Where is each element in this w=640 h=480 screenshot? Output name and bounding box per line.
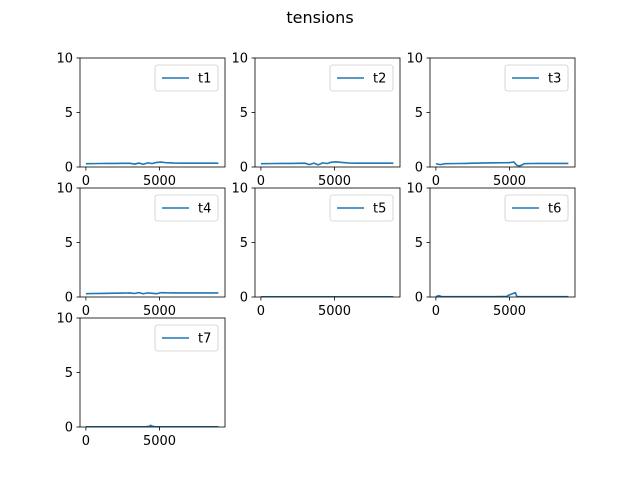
y-tick-label: 0 bbox=[415, 161, 423, 176]
legend: t4 bbox=[154, 194, 219, 222]
x-tick-label: 5000 bbox=[493, 174, 526, 189]
x-tick-label: 0 bbox=[82, 174, 90, 189]
x-tick-label: 5000 bbox=[493, 304, 526, 319]
y-tick-label: 0 bbox=[65, 421, 73, 436]
subplot-t5: 0 5 10 0 5000 t5 bbox=[231, 182, 401, 319]
y-tick-label: 0 bbox=[240, 291, 248, 306]
y-tick-label: 0 bbox=[415, 291, 423, 306]
x-tick-label: 5000 bbox=[318, 174, 351, 189]
x-tick-label: 5000 bbox=[318, 304, 351, 319]
legend: t6 bbox=[504, 194, 569, 222]
y-tick-label: 0 bbox=[65, 161, 73, 176]
y-tick-label: 10 bbox=[56, 312, 73, 327]
subplot-t6: 0 5 10 0 5000 t6 bbox=[406, 182, 576, 319]
x-tick-label: 0 bbox=[432, 304, 440, 319]
y-tick-label: 5 bbox=[415, 236, 423, 251]
x-tick-label: 5000 bbox=[143, 434, 176, 449]
series-line-t1 bbox=[85, 161, 219, 166]
series-line-t4 bbox=[85, 291, 219, 295]
x-tick-label: 0 bbox=[257, 304, 265, 319]
y-tick-label: 5 bbox=[65, 366, 73, 381]
y-tick-label: 5 bbox=[240, 236, 248, 251]
x-tick-label: 0 bbox=[82, 304, 90, 319]
x-tick-label: 5000 bbox=[143, 304, 176, 319]
legend: t1 bbox=[154, 64, 219, 92]
legend-label: t3 bbox=[548, 72, 561, 87]
y-tick-label: 5 bbox=[65, 236, 73, 251]
y-tick-label: 10 bbox=[406, 182, 423, 197]
y-tick-label: 5 bbox=[415, 106, 423, 121]
y-tick-label: 5 bbox=[240, 106, 248, 121]
legend-label: t6 bbox=[548, 202, 561, 217]
legend-label: t1 bbox=[198, 72, 211, 87]
x-tick-label: 0 bbox=[432, 174, 440, 189]
legend: t3 bbox=[504, 64, 569, 92]
y-tick-label: 0 bbox=[240, 161, 248, 176]
y-tick-label: 10 bbox=[56, 182, 73, 197]
figure-title: tensions bbox=[286, 8, 353, 27]
legend: t7 bbox=[154, 324, 219, 352]
x-tick-label: 5000 bbox=[143, 174, 176, 189]
y-tick-label: 10 bbox=[231, 182, 248, 197]
series-line-t3 bbox=[435, 161, 569, 167]
y-tick-label: 10 bbox=[56, 52, 73, 67]
legend-label: t7 bbox=[198, 332, 211, 347]
x-tick-label: 0 bbox=[82, 434, 90, 449]
y-tick-label: 5 bbox=[65, 106, 73, 121]
y-tick-label: 0 bbox=[65, 291, 73, 306]
subplot-t4: 0 5 10 0 5000 t4 bbox=[56, 182, 226, 319]
y-tick-label: 10 bbox=[231, 52, 248, 67]
series-line-t2 bbox=[260, 160, 394, 166]
subplot-t1: 0 5 10 0 5000 t1 bbox=[56, 52, 226, 189]
legend: t2 bbox=[329, 64, 394, 92]
subplot-t7: 0 5 10 0 5000 t7 bbox=[56, 312, 226, 449]
legend-label: t5 bbox=[373, 202, 386, 217]
y-tick-label: 10 bbox=[406, 52, 423, 67]
subplot-t2: 0 5 10 0 5000 t2 bbox=[231, 52, 401, 189]
legend: t5 bbox=[329, 194, 394, 222]
x-tick-label: 0 bbox=[257, 174, 265, 189]
legend-label: t4 bbox=[198, 202, 211, 217]
legend-label: t2 bbox=[373, 72, 386, 87]
subplot-t3: 0 5 10 0 5000 t3 bbox=[406, 52, 576, 189]
